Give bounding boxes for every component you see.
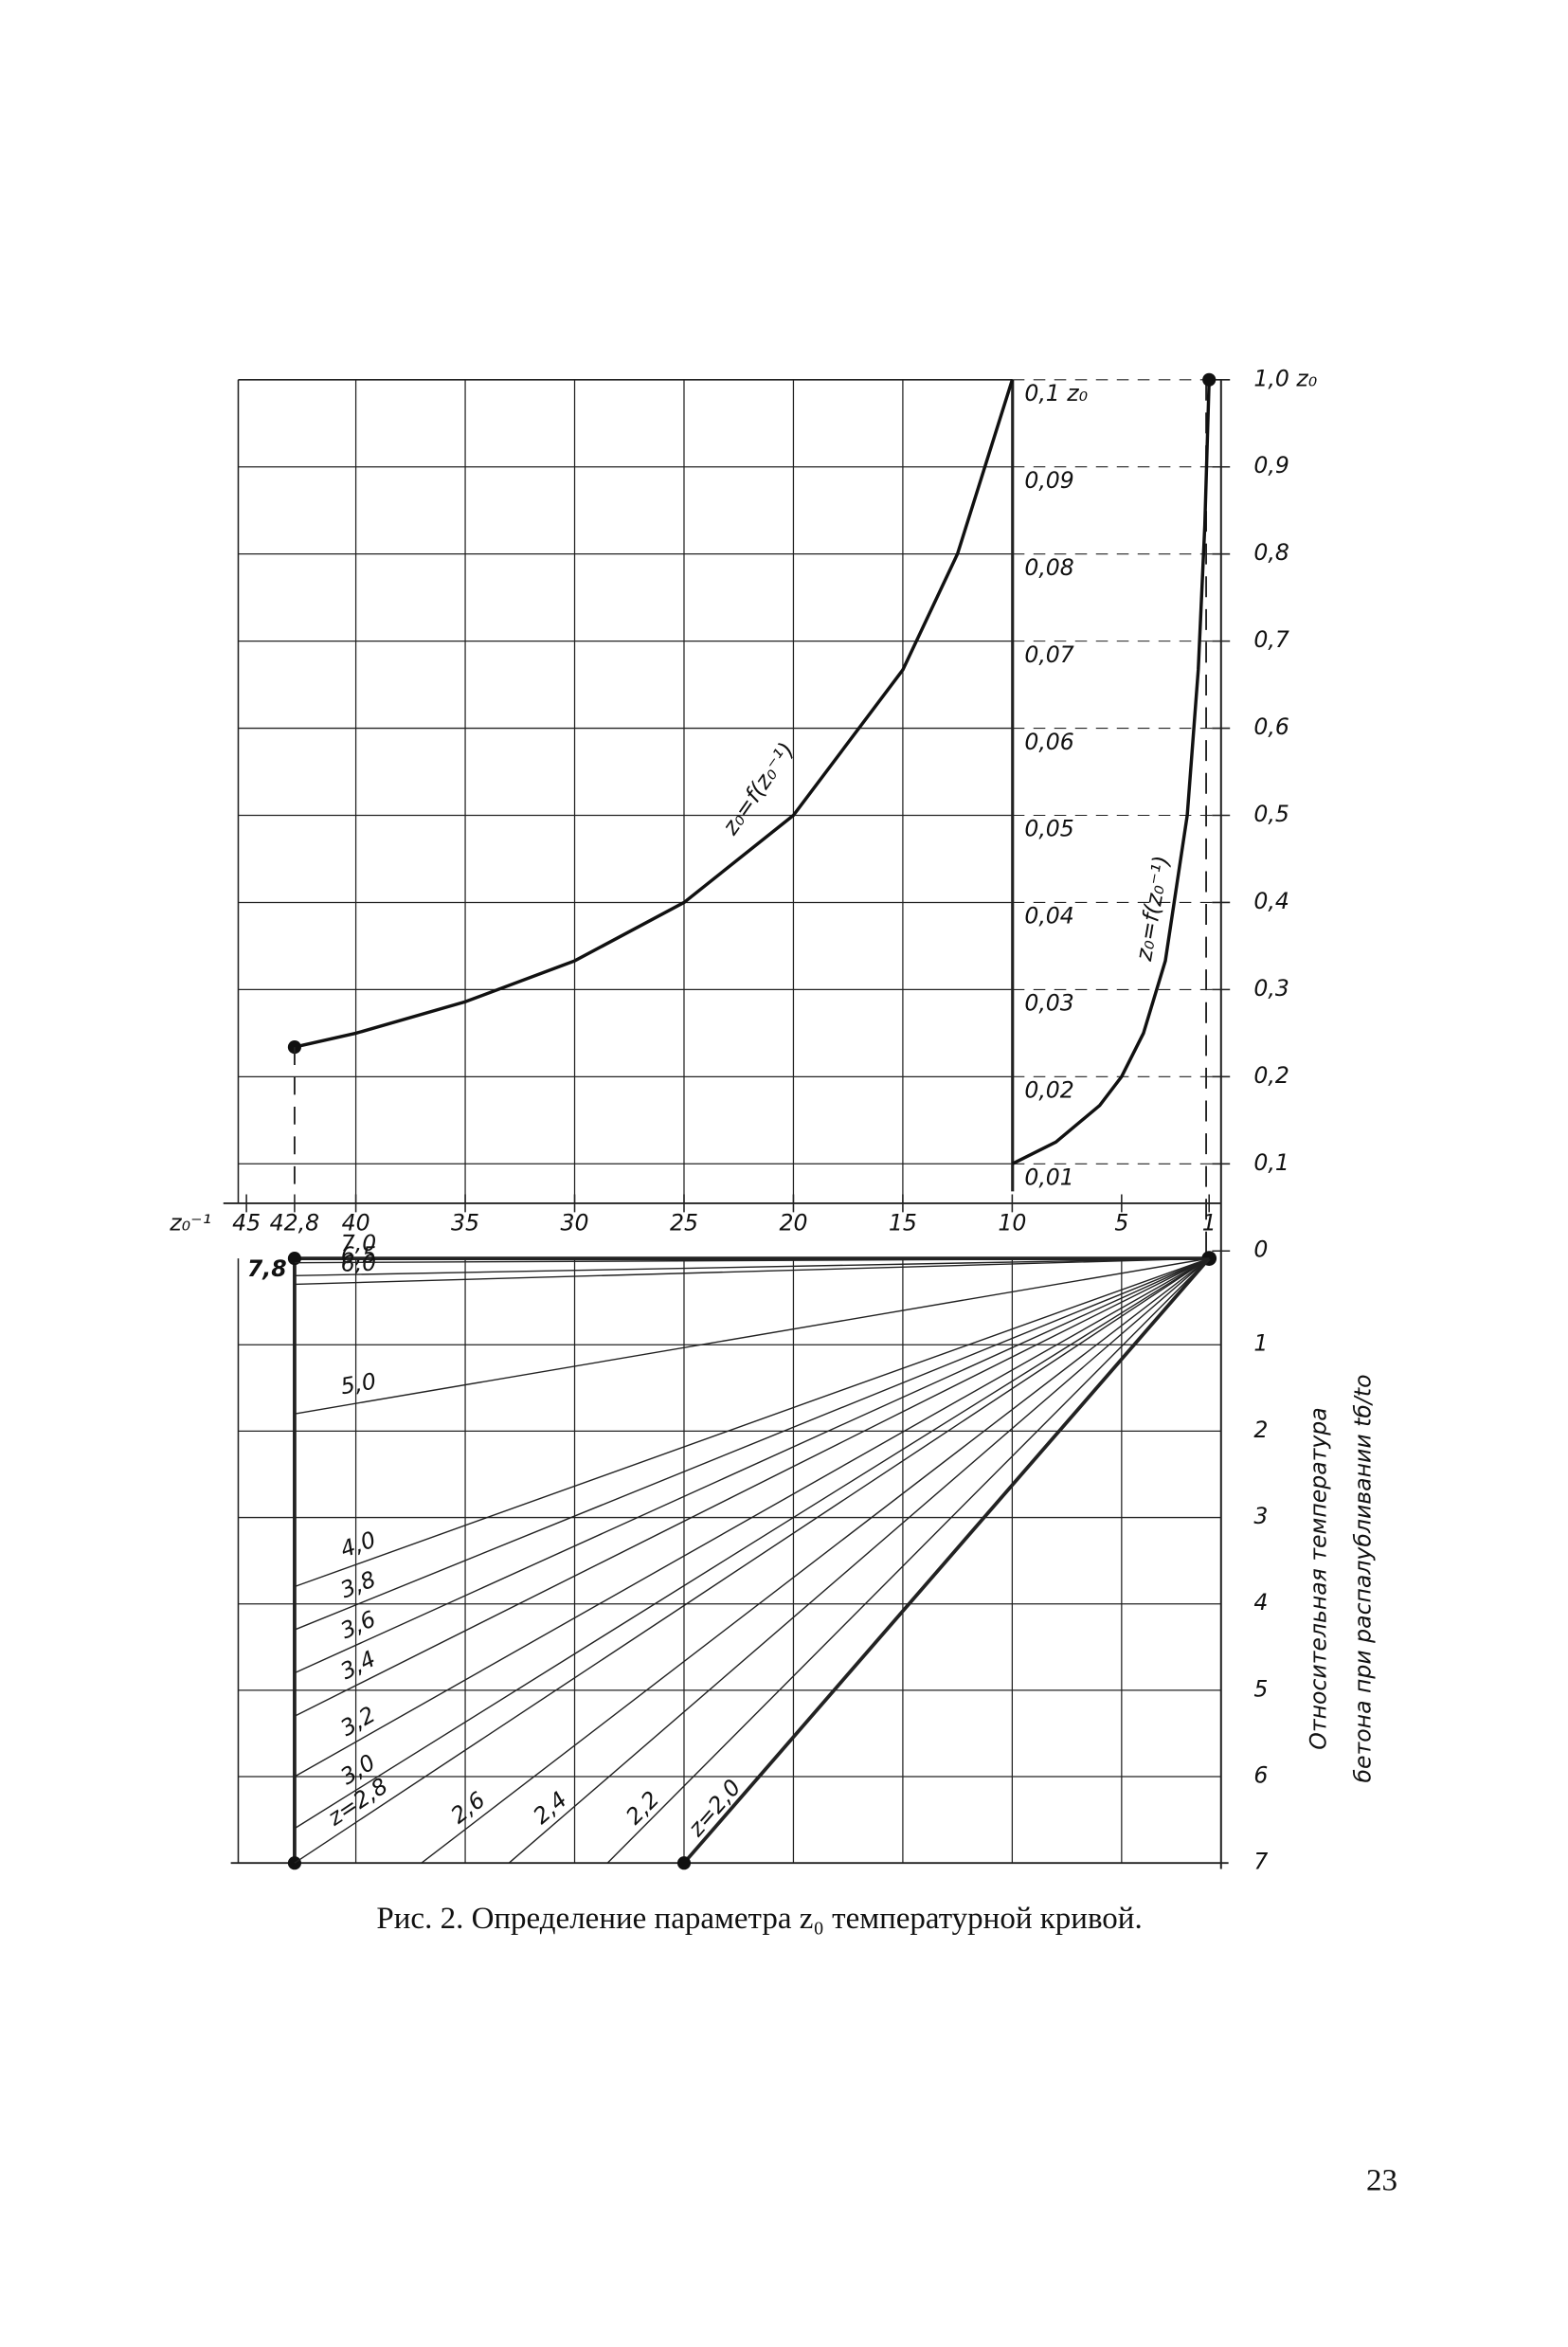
right-scale-label: 1,0 z₀ (1253, 365, 1317, 391)
fan-line (421, 1257, 1210, 1864)
fan-line-label: 3,2 (336, 1701, 380, 1742)
x-axis-label: z₀⁻¹ (169, 1209, 211, 1236)
fan-line-label: 2,2 (621, 1786, 664, 1830)
right-scale-label: 0,6 (1253, 713, 1289, 740)
left-scale-label: 0,01 (1024, 1164, 1073, 1191)
fan-line-label: 5,0 (338, 1367, 378, 1399)
t-scale-label: 1 (1253, 1330, 1268, 1357)
t-scale-label: 6 (1253, 1762, 1268, 1789)
fan-line (294, 1257, 1210, 1717)
right-scale-label: 0,1 (1253, 1149, 1289, 1176)
fan-line (294, 1257, 1210, 1830)
left-scale-label: 0,04 (1024, 903, 1073, 930)
left-scale-label: 0,1 z₀ (1024, 380, 1088, 406)
fan-line (294, 1257, 1210, 1588)
fan-end-point (676, 1856, 692, 1870)
fan-line-label: 6,0 (340, 1250, 376, 1277)
t-scale-label: 5 (1253, 1675, 1268, 1702)
fan-line (294, 1257, 1210, 1415)
t-scale-label: 2 (1253, 1417, 1268, 1443)
x-tick-label: 15 (889, 1209, 917, 1236)
curve-label: z₀=f(z₀⁻¹) (716, 737, 800, 840)
right-scale-label: 0,4 (1253, 888, 1289, 914)
x-tick-label: 40 (342, 1209, 370, 1236)
x-tick-label: 25 (670, 1209, 698, 1236)
curve (1011, 379, 1211, 1165)
fan-line (294, 1257, 1210, 1864)
t-scale-label: 4 (1253, 1589, 1268, 1616)
right-scale-label: 0,7 (1253, 626, 1289, 653)
fan-line-label: 7,0 (341, 1230, 377, 1256)
fan-line (606, 1257, 1210, 1864)
axis-title: Относительная температура бетона при расп… (1305, 1375, 1376, 1783)
t-scale-label: 3 (1253, 1503, 1268, 1529)
fan-line (294, 1257, 1210, 1674)
fan-line (294, 1257, 1210, 1277)
right-scale-label: 0,5 (1253, 801, 1289, 827)
fan-line-label: 3,6 (336, 1605, 380, 1644)
left-scale-label: 0,02 (1024, 1077, 1073, 1104)
page-number: 23 (1366, 2164, 1397, 2198)
x-tick-label: 35 (451, 1209, 479, 1236)
left-scale-label: 0,05 (1024, 816, 1073, 842)
right-scale-label: 0,3 (1253, 975, 1289, 1002)
right-scale-label: 0,2 (1253, 1062, 1289, 1089)
axis-title-line: бетона при распалубливании tб/tо (1349, 1375, 1376, 1783)
fan-line-label: z=2,0 (682, 1775, 746, 1843)
fan-corner (287, 1252, 301, 1266)
fan-line-label: 2,6 (445, 1786, 490, 1829)
curve-end-point (1202, 372, 1217, 387)
right-scale-label: 0 (1253, 1237, 1268, 1263)
fan-line (294, 1257, 1210, 1631)
fan-line-label: 6,5 (340, 1241, 376, 1269)
fan-line (294, 1257, 1210, 1286)
x-tick-label: 10 (998, 1209, 1026, 1236)
curve (294, 379, 1015, 1049)
fan-corner (287, 1856, 301, 1870)
left-scale-label: 0,03 (1024, 990, 1073, 1017)
x-tick-label: 20 (779, 1209, 807, 1236)
right-scale-label: 0,9 (1253, 452, 1289, 478)
x-tick-label: 1 (1202, 1209, 1217, 1236)
left-scale-label: 0,09 (1024, 467, 1073, 494)
right-scale-label: 0,8 (1253, 539, 1289, 566)
left-scale-label: 0,06 (1024, 729, 1073, 755)
axis-title-line: Относительная температура (1305, 1407, 1331, 1749)
x-tick-label: 42,8 (270, 1209, 319, 1236)
fan-line (508, 1257, 1210, 1864)
fan-line (294, 1257, 1210, 1264)
fan-line-label: 2,4 (528, 1786, 572, 1830)
left-value-label: 7,8 (247, 1255, 287, 1282)
t-scale-label: 7 (1253, 1849, 1268, 1875)
fan-line-label: 4,0 (337, 1526, 380, 1563)
left-scale-label: 0,07 (1024, 641, 1073, 668)
fan-line (294, 1257, 1210, 1778)
fan-line (682, 1256, 1211, 1865)
caption: Рис. 2. Определение параметра z₀ темпера… (376, 1902, 1142, 1936)
x-tick-label: 45 (232, 1209, 261, 1236)
left-scale-label: 0,08 (1024, 554, 1073, 581)
x-tick-label: 30 (561, 1209, 589, 1236)
x-tick-label: 5 (1114, 1209, 1128, 1236)
